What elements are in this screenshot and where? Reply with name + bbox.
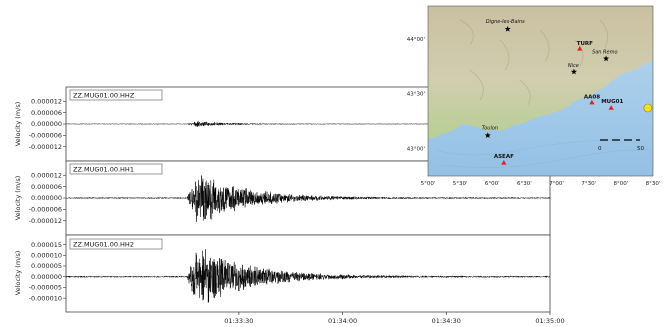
- map-lon-tick: 6°30': [517, 181, 532, 187]
- city-label: Digne-les-Bains: [486, 19, 525, 25]
- scale-label-50: 50: [637, 146, 644, 152]
- station-label: TURF: [577, 41, 593, 47]
- y-tick-label: -0.000012: [29, 143, 62, 151]
- map-lon-tick: 7°30': [581, 181, 596, 187]
- y-tick-label: 0.000005: [31, 262, 62, 270]
- y-tick-label: 0.000015: [31, 241, 62, 249]
- map-markers: 5°00' 5°30' 6°00' 6°30' 7°00' 7°30' 8°00' 8°30'…: [407, 19, 661, 187]
- y-axis-label: Velocity (m/s): [14, 102, 22, 147]
- x-axis: 01:33:30 01:34:00 01:34:30 01:35:00: [224, 312, 565, 325]
- map-lat-tick: 43°00': [407, 147, 425, 153]
- x-tick-label: 01:34:30: [432, 317, 461, 325]
- x-tick-label: 01:34:00: [328, 317, 357, 325]
- city-marker: [603, 55, 610, 62]
- land: [428, 6, 653, 139]
- channel-box: [69, 163, 163, 175]
- map-lon-tick: 7°00': [549, 181, 564, 187]
- city-marker: [484, 132, 491, 139]
- y-tick-label: 0.000012: [31, 97, 62, 105]
- y-tick-label: 0.000010: [31, 251, 62, 259]
- y-tick-label: -0.000010: [29, 294, 62, 302]
- y-tick-label: 0.000012: [31, 171, 62, 179]
- map-lon-tick: 6°00': [485, 181, 500, 187]
- y-axis-label: Velocity (m/s): [14, 251, 22, 296]
- y-axis-label: Velocity (m/s): [14, 176, 22, 221]
- y-tick-label: 0.000006: [31, 109, 62, 117]
- city-label: Nice: [568, 63, 579, 69]
- x-tick-label: 01:35:00: [535, 317, 564, 325]
- map-frame: [427, 5, 654, 177]
- station-marker: [589, 99, 595, 105]
- y-tick-label: 0.000000: [31, 273, 62, 281]
- waveform-trace: [65, 249, 551, 303]
- y-tick-label: -0.000006: [29, 206, 62, 214]
- y-tick-label: 0.000006: [31, 183, 62, 191]
- channel-box: [69, 238, 163, 250]
- y-tick-label: -0.000012: [29, 217, 62, 225]
- bathymetry-shading: [434, 139, 651, 168]
- map-lat-tick: 43°30': [407, 92, 425, 98]
- station-marker: [608, 105, 614, 110]
- panel-hh2: 0.000015 0.000010 0.000005 0.000000 -0.00000…: [14, 234, 551, 313]
- map-lon-tick: 5°00': [421, 181, 436, 187]
- city-marker: [504, 25, 511, 32]
- relief-shading: [459, 19, 608, 106]
- station-label: MUG01: [601, 99, 623, 105]
- y-tick-label: -0.000006: [29, 132, 62, 140]
- map-lon-tick: 8°00': [613, 181, 628, 187]
- map-inset: 5°00' 5°30' 6°00' 6°30' 7°00' 7°30' 8°00' 8°30'…: [407, 5, 661, 187]
- event-epicenter-marker: [643, 103, 653, 113]
- city-marker: [570, 68, 577, 75]
- y-tick-label: -0.000005: [29, 284, 62, 292]
- channel-label: ZZ.MUG01.00.HH1: [73, 166, 134, 174]
- station-marker: [577, 45, 583, 51]
- channel-box: [69, 89, 163, 101]
- map-lon-tick: 8°30': [646, 181, 661, 187]
- y-tick-label: 0.000000: [31, 120, 62, 128]
- scale-label-0: 0: [598, 146, 602, 152]
- station-marker: [501, 160, 507, 165]
- city-label: San Remo: [592, 50, 617, 56]
- y-tick-label: 0.000000: [31, 194, 62, 202]
- map-lat-tick: 44°00': [407, 37, 425, 43]
- station-label: AA08: [584, 95, 600, 101]
- waveform-trace: [65, 175, 551, 222]
- station-label: ASEAF: [494, 154, 514, 160]
- x-tick-label: 01:33:30: [224, 317, 253, 325]
- map-lon-tick: 5°30': [453, 181, 468, 187]
- channel-label: ZZ.MUG01.00.HHZ: [73, 92, 135, 100]
- channel-label: ZZ.MUG01.00.HH2: [73, 241, 134, 249]
- city-label: Toulon: [482, 125, 498, 131]
